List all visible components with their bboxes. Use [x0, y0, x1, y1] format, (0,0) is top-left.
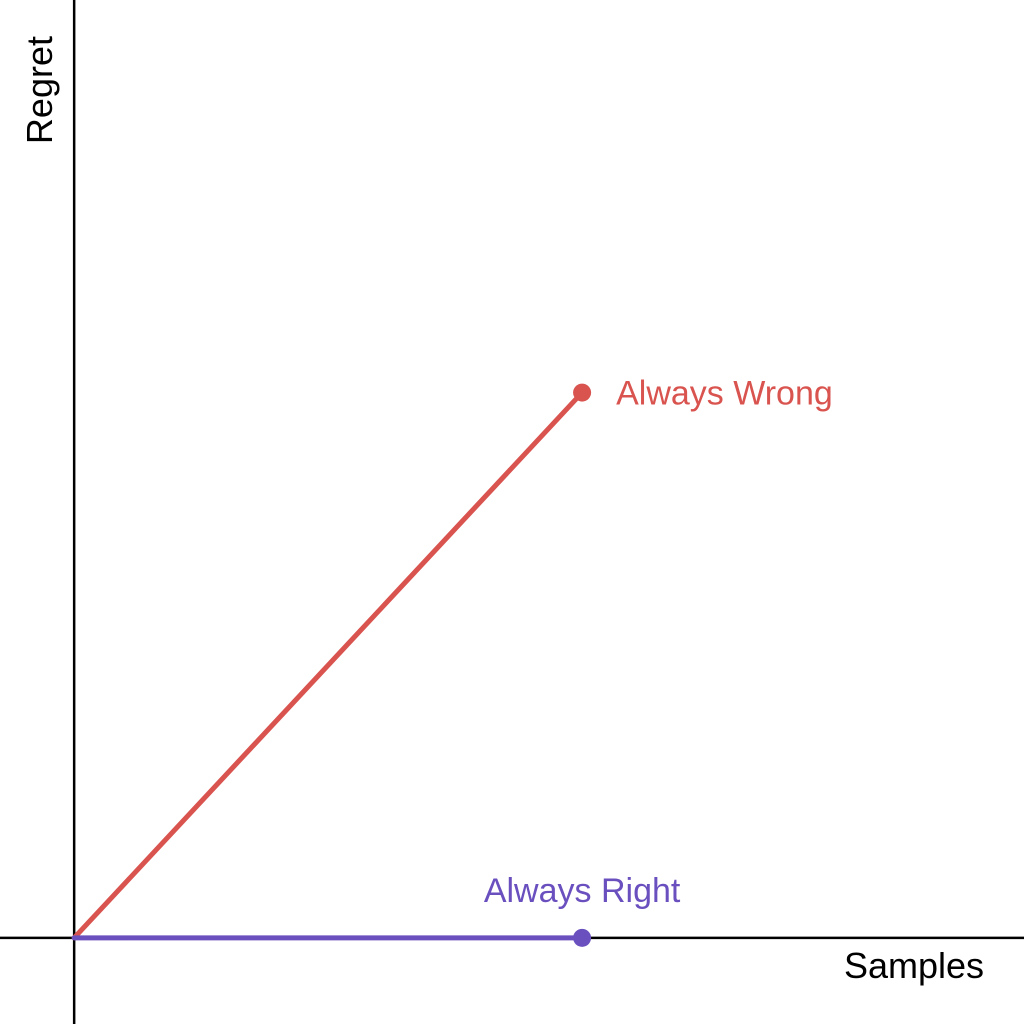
always-right-endpoint	[573, 928, 592, 947]
always-wrong-label: Always Wrong	[616, 375, 833, 413]
x-axis-label: Samples	[844, 945, 984, 986]
y-axis-label: Regret	[19, 36, 60, 144]
always-wrong-endpoint	[573, 383, 592, 402]
always-right-label: Always Right	[484, 872, 681, 910]
series-layer: Always Wrong Always Right	[71, 375, 833, 947]
always-wrong-line	[71, 390, 585, 941]
